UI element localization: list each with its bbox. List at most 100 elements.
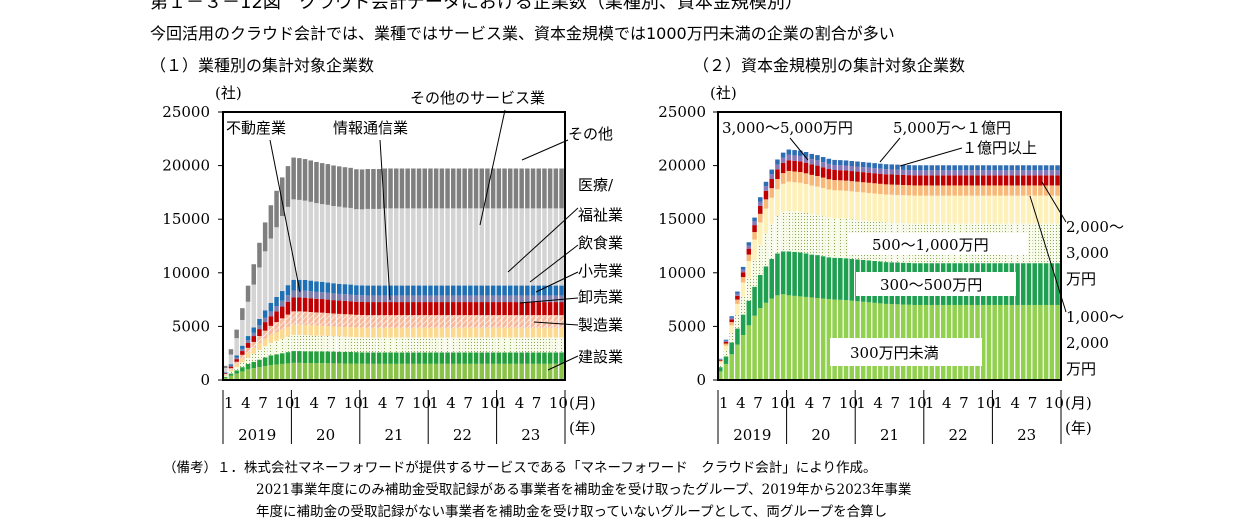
bar-segment-s2-m1	[228, 371, 234, 374]
bar-segment-s2-m18	[820, 216, 826, 257]
bar-segment-s2-m42	[462, 337, 467, 353]
bar-segment-s3-m45	[479, 327, 484, 338]
bar-segment-s3-m30	[889, 194, 895, 223]
bar-segment-s1-m47	[490, 352, 496, 364]
bar-segment-s1-m28	[382, 352, 388, 364]
x-tick-label: 4	[1011, 394, 1021, 412]
bar-segment-s2-m17	[319, 335, 325, 352]
bar-segment-s7-m45	[479, 285, 484, 296]
bar-segment-s5-m49	[502, 302, 507, 316]
bar-segment-s7-m16	[314, 281, 319, 292]
bar-segment-s5-m15	[308, 298, 313, 313]
bar-segment-s7-m58	[1049, 165, 1055, 171]
bar-segment-s5-m17	[319, 299, 325, 313]
bar-segment-s8-m23	[354, 209, 359, 286]
bar-segment-s4-m35	[422, 315, 427, 328]
bar-segment-s3-m57	[1043, 195, 1049, 224]
bar-segment-s4-m57	[547, 315, 553, 328]
bar-segment-s2-m46	[485, 337, 490, 353]
bar-segment-s5-m57	[547, 302, 553, 316]
bar-segment-s0-m20	[337, 363, 342, 380]
bar-segment-s2-m2	[234, 367, 239, 371]
y-tick-label: 10000	[658, 264, 706, 282]
bar-segment-s2-m57	[547, 337, 553, 353]
bar-segment-s1-m18	[820, 256, 826, 299]
bar-segment-s0-m35	[422, 363, 427, 380]
bar-segment-s6-m21	[342, 294, 348, 301]
bar-segment-s5-m0	[718, 359, 723, 361]
bar-segment-s6-m4	[740, 269, 746, 273]
bar-segment-s9-m34	[416, 168, 422, 209]
bar-segment-s7-m3	[735, 291, 740, 294]
bar-segment-s3-m4	[740, 282, 746, 297]
bar-segment-s5-m12	[291, 297, 296, 312]
bar-segment-s1-m8	[763, 266, 769, 303]
bar-segment-s7-m56	[1038, 165, 1043, 171]
bar-segment-s6-m36	[923, 170, 929, 176]
label-box-under-300	[830, 338, 982, 366]
bar-segment-s7-m33	[906, 165, 912, 171]
bar-segment-s3-m46	[980, 195, 986, 224]
bar-segment-s5-m48	[496, 302, 502, 316]
bar-segment-s5-m10	[280, 306, 285, 319]
bar-segment-s6-m25	[365, 295, 370, 303]
bar-segment-s9-m37	[433, 168, 439, 209]
bar-segment-s8-m51	[513, 208, 519, 286]
x-tick-label: 4	[241, 394, 251, 412]
bar-segment-s4-m35	[918, 185, 923, 196]
bar-segment-s5-m6	[257, 329, 262, 337]
bar-segment-s1-m50	[508, 352, 513, 364]
bar-segment-s3-m7	[262, 338, 268, 347]
bar-segment-s0-m11	[780, 294, 786, 380]
label-fudousan: 不動産業	[226, 119, 286, 137]
bar-segment-s6-m13	[792, 155, 797, 161]
bar-segment-s1-m16	[809, 254, 814, 298]
bar-segment-s1-m6	[257, 359, 262, 368]
bar-segment-s1-m43	[468, 352, 473, 364]
bar-segment-s3-m6	[257, 343, 262, 350]
bar-segment-s7-m6	[257, 318, 262, 326]
bar-segment-s2-m2	[729, 332, 734, 343]
bar-segment-s6-m11	[780, 157, 786, 163]
bar-segment-s0-m51	[513, 363, 519, 380]
bar-segment-s7-m40	[451, 285, 456, 296]
bar-segment-s3-m59	[1055, 195, 1060, 224]
bar-segment-s6-m22	[843, 165, 849, 171]
bar-segment-s2-m7	[758, 244, 763, 275]
bar-segment-s3-m22	[348, 327, 353, 337]
bar-segment-s6-m52	[519, 295, 524, 303]
bar-segment-s7-m48	[992, 165, 997, 171]
bar-segment-s4-m23	[849, 181, 854, 192]
bar-segment-s0-m53	[1020, 304, 1026, 380]
bar-segment-s5-m43	[963, 175, 969, 186]
bar-segment-s7-m0	[718, 358, 723, 360]
bar-segment-s7-m8	[763, 181, 769, 187]
label-iryou-2: 福祉業	[578, 206, 623, 224]
label-3000-5000: 3,000～5,000万円	[722, 119, 853, 137]
bar-segment-s2-m58	[1049, 223, 1055, 264]
bar-segment-s6-m49	[502, 295, 507, 303]
bar-segment-s5-m40	[946, 175, 952, 186]
bar-segment-s1-m37	[433, 352, 439, 364]
bar-segment-s5-m47	[490, 302, 496, 316]
x-tick-label: 4	[378, 394, 388, 412]
bar-segment-s3-m58	[1049, 195, 1055, 224]
bar-segment-s7-m28	[382, 285, 388, 296]
bar-segment-s0-m42	[462, 363, 467, 380]
bar-segment-s0-m27	[376, 363, 382, 380]
bar-segment-s3-m50	[508, 327, 513, 338]
bar-segment-s3-m43	[468, 327, 473, 338]
bar-segment-s9-m38	[439, 168, 445, 209]
bar-segment-s2-m45	[479, 337, 484, 353]
x-tick-label: 4	[446, 394, 456, 412]
bar-segment-s7-m25	[860, 162, 866, 168]
bar-segment-s9-m36	[428, 168, 433, 209]
bar-segment-s7-m13	[792, 150, 797, 156]
bar-segment-s9-m22	[348, 167, 353, 208]
bar-segment-s1-m33	[411, 352, 416, 364]
bar-segment-s6-m40	[451, 295, 456, 303]
bar-segment-s2-m44	[473, 337, 479, 353]
bar-segment-s0-m51	[1009, 304, 1015, 380]
bar-segment-s5-m20	[832, 170, 837, 181]
bar-segment-s2-m13	[792, 211, 797, 252]
